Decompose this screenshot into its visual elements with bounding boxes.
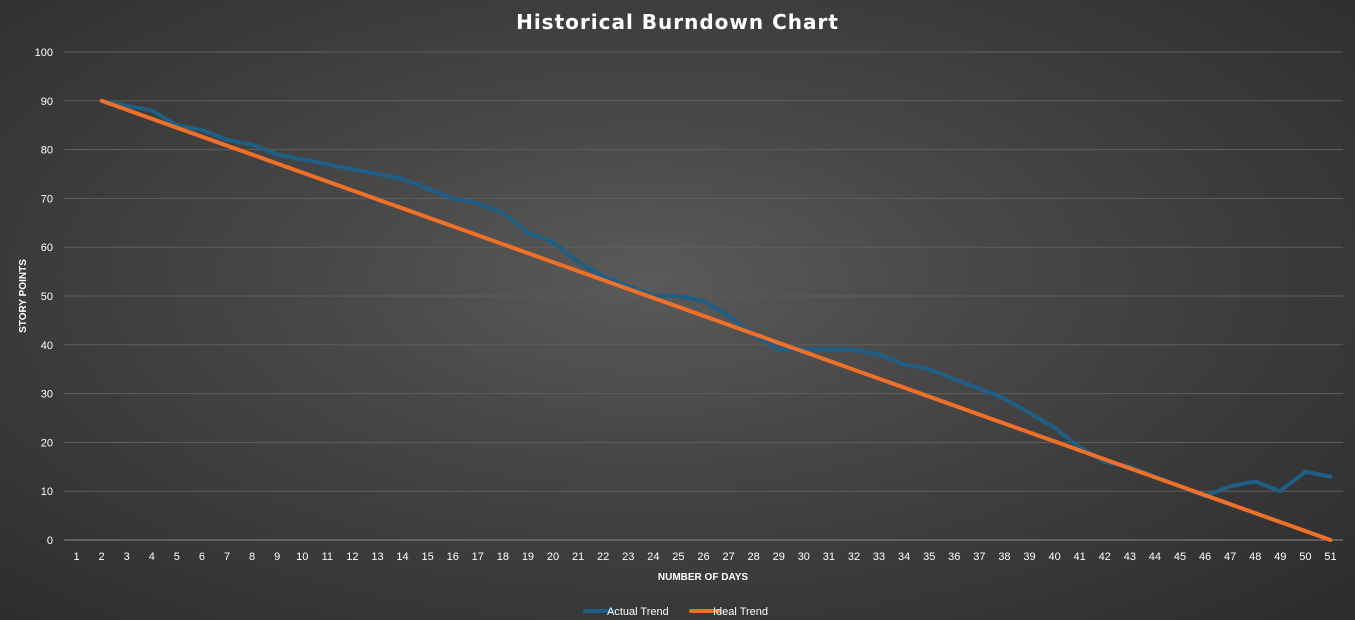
x-tick-label: 31 [823, 551, 835, 563]
x-tick-label: 13 [371, 551, 383, 563]
series-lines [99, 98, 1333, 542]
x-tick-label: 35 [923, 551, 935, 563]
chart-title: Historical Burndown Chart [516, 10, 839, 34]
x-tick-label: 43 [1124, 551, 1136, 563]
y-tick-label: 0 [47, 535, 53, 547]
x-tick-label: 39 [1023, 551, 1035, 563]
x-tick-label: 10 [296, 551, 308, 563]
x-tick-label: 20 [547, 551, 559, 563]
legend-label: Actual Trend [607, 606, 669, 618]
x-tick-label: 2 [99, 551, 105, 563]
y-tick-label: 80 [41, 145, 53, 157]
x-tick-label: 36 [948, 551, 960, 563]
x-tick-label: 15 [422, 551, 434, 563]
x-tick-label: 34 [898, 551, 910, 563]
x-tick-label: 42 [1099, 551, 1111, 563]
x-tick-label: 12 [346, 551, 358, 563]
x-tick-label: 14 [396, 551, 408, 563]
x-tick-label: 51 [1324, 551, 1336, 563]
x-tick-label: 3 [124, 551, 130, 563]
x-tick-label: 41 [1074, 551, 1086, 563]
x-tick-label: 38 [998, 551, 1010, 563]
x-tick-label: 1 [73, 551, 79, 563]
x-tick-label: 26 [697, 551, 709, 563]
legend-label: Ideal Trend [713, 606, 768, 618]
x-axis-ticks: 1 2 3 4 5 6 7 8 9 10 11 12 13 14 15 16 17 18 19 20 21 22 23 24 2… [73, 551, 1336, 563]
y-tick-label: 70 [41, 193, 53, 205]
x-tick-label: 19 [522, 551, 534, 563]
y-tick-label: 60 [41, 242, 53, 254]
x-tick-label: 23 [622, 551, 634, 563]
series-line-actual-trend [99, 98, 1333, 499]
x-tick-label: 44 [1149, 551, 1161, 563]
y-tick-label: 40 [41, 340, 53, 352]
x-tick-label: 50 [1299, 551, 1311, 563]
x-tick-label: 47 [1224, 551, 1236, 563]
x-tick-label: 11 [322, 551, 333, 563]
x-tick-label: 30 [798, 551, 810, 563]
y-axis-title: STORY POINTS [18, 259, 29, 333]
x-axis-title: NUMBER OF DAYS [658, 572, 749, 583]
y-tick-label: 50 [41, 291, 53, 303]
x-tick-label: 45 [1174, 551, 1186, 563]
x-tick-label: 33 [873, 551, 885, 563]
x-tick-label: 16 [447, 551, 459, 563]
x-tick-label: 7 [224, 551, 230, 563]
x-tick-label: 29 [773, 551, 785, 563]
x-tick-label: 6 [199, 551, 205, 563]
x-tick-label: 25 [672, 551, 684, 563]
x-tick-label: 22 [597, 551, 609, 563]
x-tick-label: 8 [249, 551, 255, 563]
y-tick-label: 20 [41, 437, 53, 449]
x-tick-label: 18 [497, 551, 509, 563]
x-tick-label: 27 [722, 551, 734, 563]
y-tick-label: 90 [41, 96, 53, 108]
x-tick-label: 32 [848, 551, 860, 563]
y-tick-label: 100 [35, 47, 53, 59]
x-tick-label: 17 [472, 551, 484, 563]
x-tick-label: 40 [1048, 551, 1060, 563]
x-tick-label: 21 [572, 551, 584, 563]
x-tick-label: 4 [149, 551, 155, 563]
legend: Actual Trend Ideal Trend [583, 606, 768, 618]
x-tick-label: 46 [1199, 551, 1211, 563]
x-tick-label: 49 [1274, 551, 1286, 563]
x-tick-label: 28 [748, 551, 760, 563]
gridlines [64, 51, 1343, 541]
x-tick-label: 9 [274, 551, 280, 563]
x-tick-label: 48 [1249, 551, 1261, 563]
series-line-ideal-trend [99, 98, 1333, 542]
y-tick-label: 10 [41, 486, 53, 498]
x-tick-label: 24 [647, 551, 659, 563]
y-axis-ticks: 0 10 20 30 40 50 60 70 80 90 100 [35, 47, 53, 547]
y-tick-label: 30 [41, 389, 53, 401]
x-tick-label: 37 [973, 551, 985, 563]
x-tick-label: 5 [174, 551, 180, 563]
